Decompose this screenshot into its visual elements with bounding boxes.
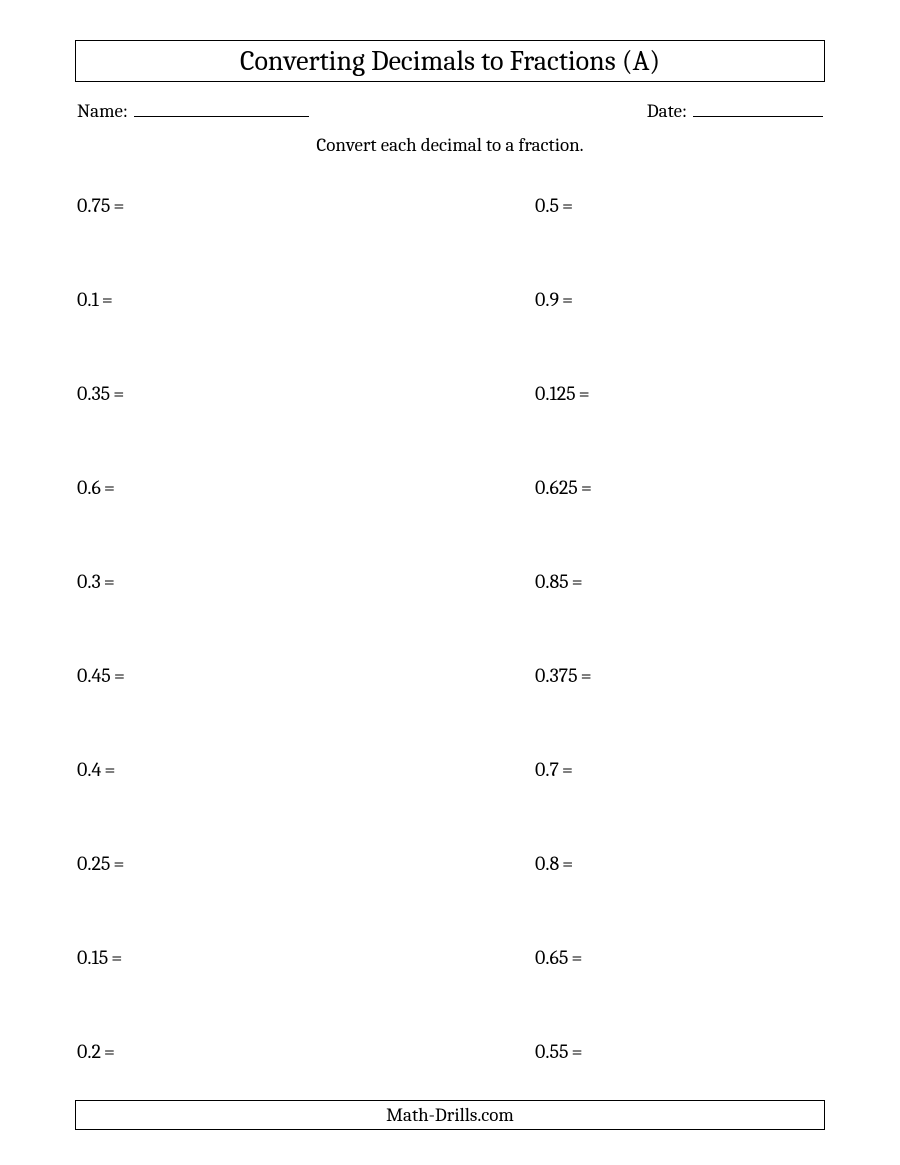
equals-sign: = [571,1040,582,1063]
footer-text: Math-Drills.com [386,1104,514,1126]
problems-grid: 0.75= 0.5= 0.1= 0.9= 0.35= 0.125= 0.6= 0… [75,194,825,1063]
problem-decimal: 0.65 [535,946,568,969]
problem-item: 0.625= [455,476,823,499]
problem-item: 0.3= [77,570,445,593]
problem-item: 0.6= [77,476,445,499]
problem-decimal: 0.625 [535,476,578,499]
problem-item: 0.55= [455,1040,823,1063]
problem-item: 0.75= [77,194,445,217]
equals-sign: = [572,570,583,593]
name-label: Name: [77,100,128,122]
problem-item: 0.35= [77,382,445,405]
worksheet-title: Converting Decimals to Fractions (A) [76,45,824,77]
problem-decimal: 0.4 [77,758,101,781]
problem-decimal: 0.7 [535,758,559,781]
equals-sign: = [114,664,125,687]
equals-sign: = [111,946,122,969]
problem-item: 0.15= [77,946,445,969]
problem-decimal: 0.2 [77,1040,101,1063]
problem-decimal: 0.3 [77,570,101,593]
problem-item: 0.125= [455,382,823,405]
name-blank-line[interactable] [134,96,309,117]
equals-sign: = [562,852,573,875]
problem-decimal: 0.6 [77,476,101,499]
problem-item: 0.2= [77,1040,445,1063]
date-label: Date: [647,100,687,122]
equals-sign: = [562,288,573,311]
title-box: Converting Decimals to Fractions (A) [75,40,825,82]
problem-decimal: 0.375 [535,664,578,687]
footer-box: Math-Drills.com [75,1100,825,1130]
problem-decimal: 0.8 [535,852,559,875]
equals-sign: = [104,758,115,781]
problem-decimal: 0.5 [535,194,559,217]
problem-item: 0.25= [77,852,445,875]
problem-decimal: 0.85 [535,570,569,593]
equals-sign: = [104,476,115,499]
equals-sign: = [113,382,124,405]
problem-decimal: 0.25 [77,852,110,875]
equals-sign: = [104,570,115,593]
problem-item: 0.5= [455,194,823,217]
problem-item: 0.7= [455,758,823,781]
problem-decimal: 0.45 [77,664,111,687]
problem-decimal: 0.55 [535,1040,568,1063]
problem-item: 0.85= [455,570,823,593]
equals-sign: = [571,946,582,969]
problem-item: 0.1= [77,288,445,311]
equals-sign: = [581,476,592,499]
problem-item: 0.45= [77,664,445,687]
problem-item: 0.8= [455,852,823,875]
problem-decimal: 0.125 [535,382,576,405]
equals-sign: = [102,288,113,311]
problem-decimal: 0.35 [77,382,110,405]
problem-item: 0.375= [455,664,823,687]
problem-decimal: 0.9 [535,288,559,311]
problem-decimal: 0.75 [77,194,110,217]
equals-sign: = [562,758,573,781]
problem-decimal: 0.1 [77,288,99,311]
problem-decimal: 0.15 [77,946,108,969]
equals-sign: = [104,1040,115,1063]
instructions-text: Convert each decimal to a fraction. [75,134,825,156]
name-field: Name: [77,96,309,122]
problem-item: 0.9= [455,288,823,311]
equals-sign: = [113,852,124,875]
date-field: Date: [647,96,823,122]
equals-sign: = [581,664,592,687]
problem-item: 0.4= [77,758,445,781]
equals-sign: = [562,194,573,217]
header-row: Name: Date: [75,96,825,122]
date-blank-line[interactable] [693,96,823,117]
equals-sign: = [113,194,124,217]
problem-item: 0.65= [455,946,823,969]
equals-sign: = [579,382,590,405]
